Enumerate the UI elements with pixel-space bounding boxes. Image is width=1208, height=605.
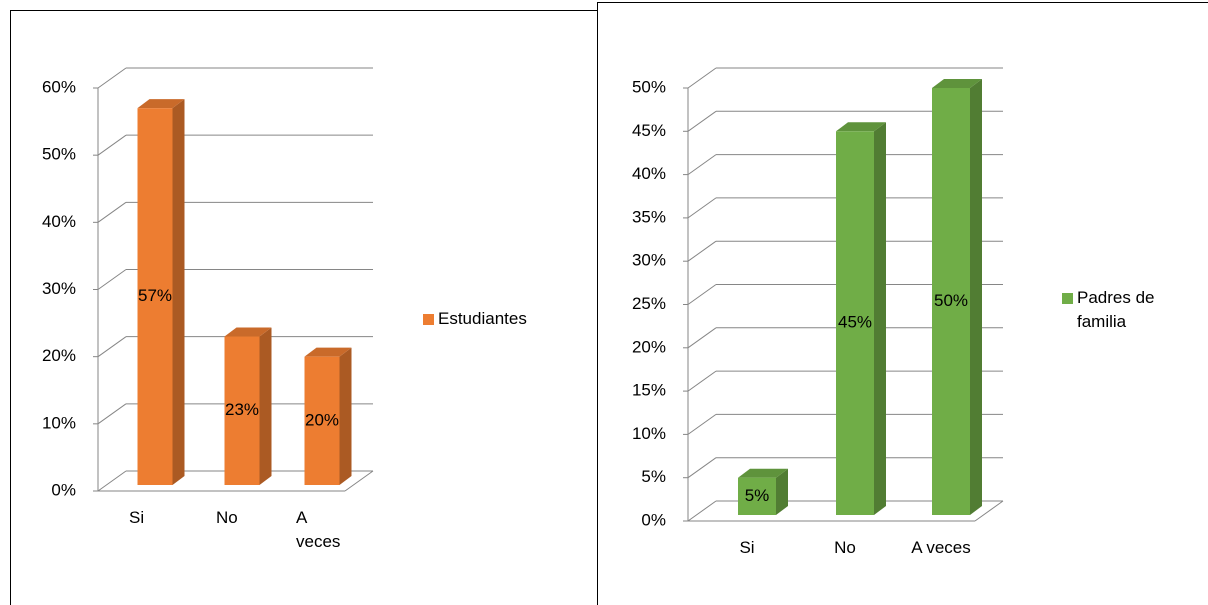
bar-side bbox=[776, 468, 788, 515]
legend-label: Padres de familia bbox=[1077, 288, 1155, 331]
y-tick-label: 50% bbox=[632, 77, 666, 96]
y-tick-label: 40% bbox=[42, 212, 76, 231]
bar-side bbox=[874, 122, 886, 516]
grid-line bbox=[93, 201, 373, 223]
legend-swatch bbox=[1062, 293, 1073, 304]
grid-line-side bbox=[687, 154, 717, 176]
grid-line-side bbox=[687, 284, 717, 305]
bar-front bbox=[304, 356, 340, 485]
y-tick-label: 10% bbox=[632, 424, 666, 443]
bar-top bbox=[137, 99, 185, 109]
y-tick-label: 5% bbox=[641, 467, 666, 486]
bar bbox=[224, 327, 272, 485]
grid-line bbox=[683, 67, 1003, 89]
grid-line-side bbox=[687, 500, 717, 522]
bar-side bbox=[259, 327, 272, 485]
grid-line-side bbox=[97, 201, 127, 223]
grid-line-side bbox=[97, 269, 127, 290]
grid-line-side bbox=[687, 370, 717, 392]
bar-top bbox=[224, 327, 272, 337]
bar-top bbox=[738, 468, 788, 478]
bar-top bbox=[304, 347, 352, 357]
grid-line-side bbox=[97, 336, 127, 358]
value-label: 23% bbox=[225, 400, 259, 419]
y-tick-label: 15% bbox=[632, 381, 666, 400]
grid-line-side bbox=[97, 67, 127, 89]
y-tick-label: 30% bbox=[632, 251, 666, 270]
y-tick-label: 35% bbox=[632, 207, 666, 226]
grid-line bbox=[93, 67, 373, 89]
bar bbox=[932, 79, 982, 515]
floor-edge bbox=[344, 470, 374, 492]
value-label: 45% bbox=[838, 313, 872, 332]
y-tick-label: 0% bbox=[641, 510, 666, 529]
bar-side bbox=[339, 347, 352, 485]
value-label: 57% bbox=[138, 286, 172, 305]
grid-line-side bbox=[97, 134, 127, 156]
value-label: 5% bbox=[745, 486, 770, 505]
y-tick-label: 50% bbox=[42, 145, 76, 164]
value-label: 50% bbox=[934, 291, 968, 310]
grid-line-side bbox=[687, 197, 717, 219]
bar-front bbox=[137, 108, 173, 486]
grid-line-side bbox=[687, 457, 717, 479]
grid-line-side bbox=[687, 240, 717, 262]
bar-front bbox=[224, 336, 260, 485]
bar-top bbox=[836, 122, 886, 132]
grid-line bbox=[93, 269, 373, 290]
bar-front bbox=[932, 88, 970, 515]
y-tick-label: 45% bbox=[632, 121, 666, 140]
grid-line-side bbox=[97, 403, 127, 425]
floor-edge bbox=[974, 500, 1004, 522]
value-label: 20% bbox=[305, 410, 339, 429]
bar-front bbox=[738, 477, 776, 515]
x-tick-label: Si bbox=[739, 538, 755, 557]
y-tick-label: 40% bbox=[632, 164, 666, 183]
y-tick-label: 60% bbox=[42, 77, 76, 96]
bar bbox=[137, 99, 185, 486]
y-tick-label: 10% bbox=[42, 413, 76, 432]
y-tick-label: 30% bbox=[42, 279, 76, 298]
grid-line bbox=[93, 134, 373, 156]
x-tick-label: A veces bbox=[296, 508, 341, 551]
x-tick-label: No bbox=[834, 538, 856, 557]
bar-side bbox=[172, 99, 185, 486]
chart-frame bbox=[597, 2, 1208, 605]
grid-line-side bbox=[687, 110, 717, 132]
legend-swatch bbox=[423, 314, 434, 325]
bar bbox=[836, 122, 886, 516]
grid-line-side bbox=[97, 470, 127, 492]
y-tick-label: 20% bbox=[632, 337, 666, 356]
x-tick-label: A veces bbox=[911, 538, 971, 557]
bar-top bbox=[932, 79, 982, 88]
grid-line-side bbox=[687, 327, 717, 349]
grid-line-side bbox=[687, 67, 717, 89]
y-tick-label: 0% bbox=[51, 480, 76, 499]
bar-front bbox=[836, 131, 874, 516]
legend-label: Estudiantes bbox=[438, 309, 527, 328]
y-tick-label: 20% bbox=[42, 346, 76, 365]
bar-side bbox=[970, 79, 982, 515]
y-tick-label: 25% bbox=[632, 294, 666, 313]
bar bbox=[304, 347, 352, 485]
grid-line-side bbox=[687, 413, 717, 435]
bar bbox=[738, 468, 788, 515]
x-tick-label: Si bbox=[129, 508, 145, 527]
x-tick-label: No bbox=[216, 508, 238, 527]
